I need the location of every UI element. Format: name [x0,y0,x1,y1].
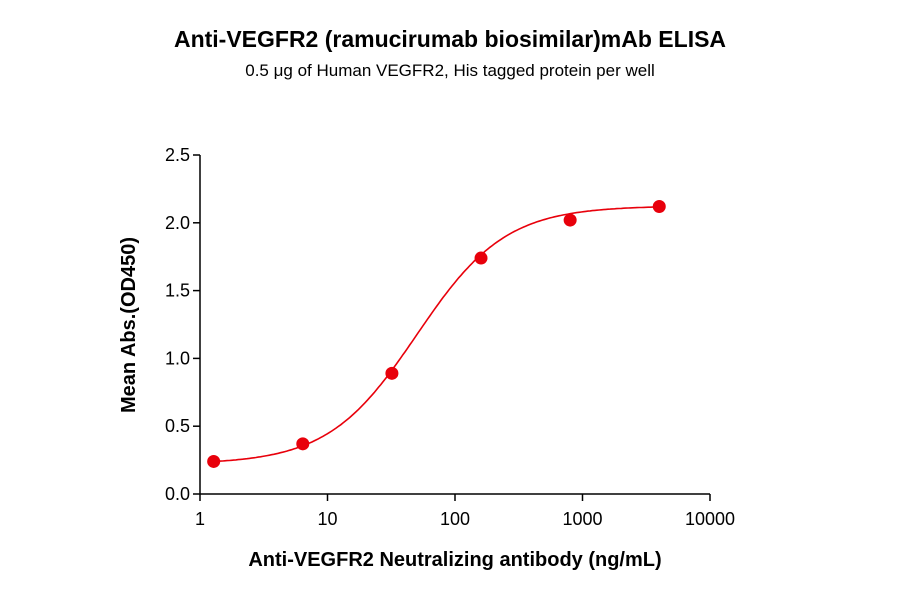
chart-subtitle: 0.5 μg of Human VEGFR2, His tagged prote… [245,61,655,80]
y-tick-label: 2.5 [165,145,190,165]
y-axis-label: Mean Abs.(OD450) [118,237,140,413]
data-point [474,251,488,265]
x-tick-label: 10000 [685,509,735,529]
fit-curve [213,206,660,463]
data-point [385,366,399,380]
y-tick-label: 1.0 [165,348,190,368]
y-tick-label: 2.0 [165,213,190,233]
chart-title: Anti-VEGFR2 (ramucirumab biosimilar)mAb … [173,26,727,52]
data-point [296,437,310,451]
data-point [207,454,221,468]
y-tick-label: 0.0 [165,484,190,504]
x-axis-label: Anti-VEGFR2 Neutralizing antibody (ng/mL… [248,549,661,571]
x-tick-label: 1 [195,509,205,529]
data-point [563,213,577,227]
y-tick-label: 0.5 [165,416,190,436]
x-tick-label: 100 [440,509,470,529]
data-point [652,200,666,214]
x-tick-label: 1000 [562,509,602,529]
y-tick-label: 1.5 [165,281,190,301]
x-tick-label: 10 [317,509,337,529]
